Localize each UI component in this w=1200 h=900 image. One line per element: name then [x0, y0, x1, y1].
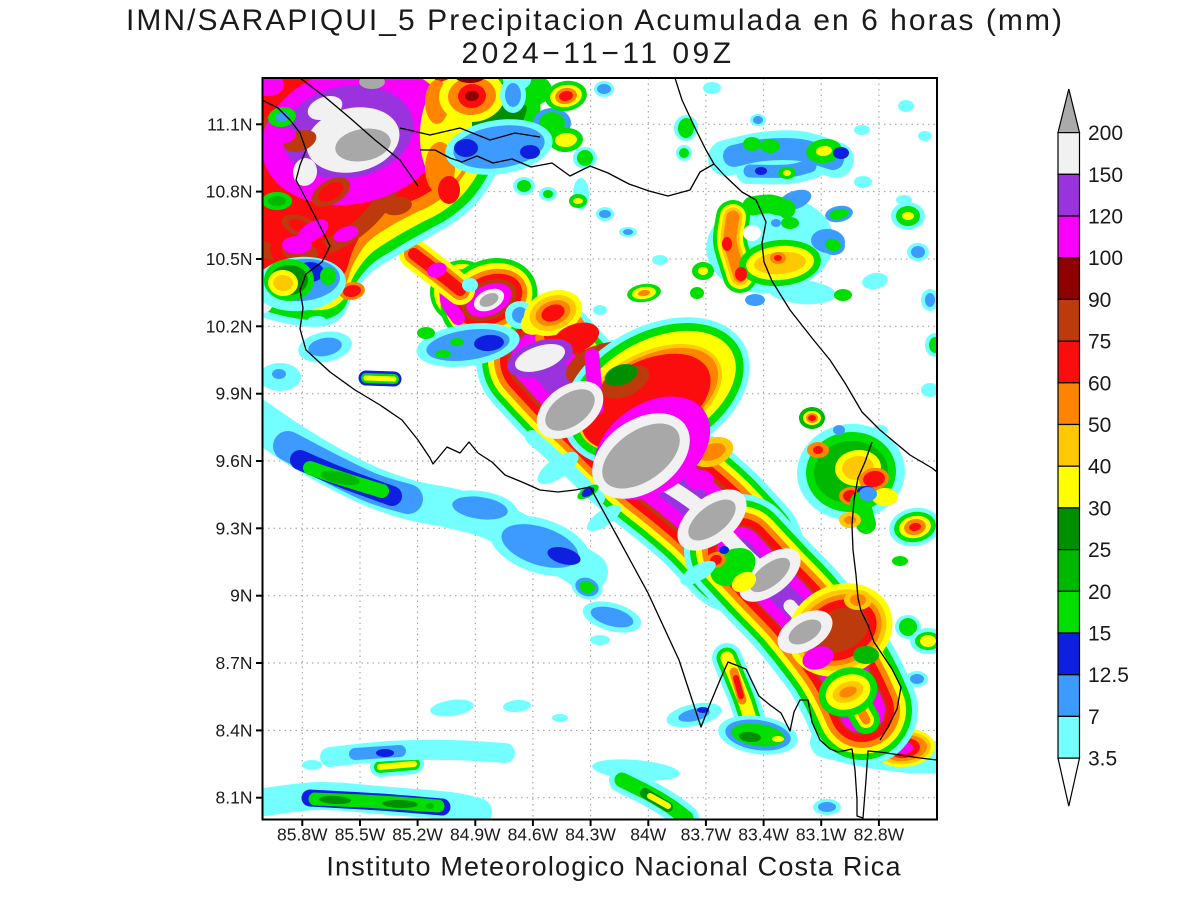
svg-text:75: 75: [1088, 331, 1111, 354]
svg-text:10.8N: 10.8N: [206, 182, 253, 202]
svg-text:3.5: 3.5: [1088, 748, 1117, 771]
svg-text:30: 30: [1088, 497, 1111, 520]
svg-text:85.5W: 85.5W: [335, 825, 386, 845]
svg-text:84W: 84W: [630, 825, 666, 845]
svg-text:9N: 9N: [230, 586, 252, 606]
svg-text:9.3N: 9.3N: [216, 518, 253, 538]
svg-text:84.9W: 84.9W: [450, 825, 501, 845]
svg-text:83.1W: 83.1W: [796, 825, 847, 845]
svg-text:9.9N: 9.9N: [216, 384, 253, 404]
svg-text:90: 90: [1088, 289, 1111, 312]
svg-text:20: 20: [1088, 581, 1111, 604]
svg-text:200: 200: [1088, 122, 1123, 145]
svg-text:8.1N: 8.1N: [216, 788, 253, 808]
svg-text:12.5: 12.5: [1088, 664, 1129, 687]
svg-text:2024−11−11 09Z: 2024−11−11 09Z: [461, 37, 734, 70]
svg-text:83.4W: 83.4W: [738, 825, 789, 845]
svg-text:Instituto Meteorologico Nacion: Instituto Meteorologico Nacional Costa R…: [326, 852, 901, 882]
svg-text:50: 50: [1088, 414, 1111, 437]
svg-text:9.6N: 9.6N: [216, 451, 253, 471]
svg-text:8.4N: 8.4N: [216, 720, 253, 740]
svg-text:83.7W: 83.7W: [681, 825, 732, 845]
svg-text:IMN/SARAPIQUI_5 Precipitacion: IMN/SARAPIQUI_5 Precipitacion Acumulada …: [126, 4, 1064, 37]
svg-text:8.7N: 8.7N: [216, 653, 253, 673]
svg-text:60: 60: [1088, 372, 1111, 395]
svg-text:40: 40: [1088, 456, 1111, 479]
svg-text:84.6W: 84.6W: [508, 825, 559, 845]
svg-text:84.3W: 84.3W: [565, 825, 616, 845]
svg-text:120: 120: [1088, 206, 1123, 229]
svg-text:11.1N: 11.1N: [207, 114, 252, 134]
svg-text:25: 25: [1088, 539, 1111, 562]
svg-text:7: 7: [1088, 706, 1100, 729]
svg-text:100: 100: [1088, 247, 1123, 270]
svg-text:85.2W: 85.2W: [392, 825, 443, 845]
svg-text:85.8W: 85.8W: [277, 825, 328, 845]
svg-text:82.8W: 82.8W: [854, 825, 905, 845]
svg-text:15: 15: [1088, 623, 1111, 646]
svg-text:10.2N: 10.2N: [206, 316, 253, 336]
svg-text:150: 150: [1088, 164, 1123, 187]
svg-text:10.5N: 10.5N: [206, 249, 253, 269]
